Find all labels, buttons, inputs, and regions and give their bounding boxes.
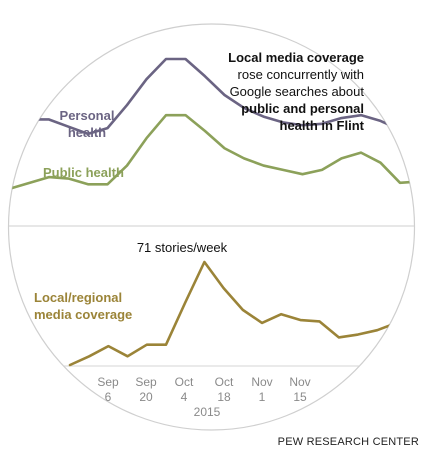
x-tick-day-0: 6 [105,390,112,404]
annotation-line-2: rose concurrently with [238,67,364,82]
series-line-1 [8,113,415,190]
annotation-line-4: public and personal [241,101,364,116]
series-label-media-coverage: Local/regional media coverage [34,290,132,322]
series-label-media-line2: media coverage [34,307,132,322]
x-tick-month-5: Nov [289,375,310,389]
year-label: 2015 [194,405,221,419]
series-label-personal-health: Personal health [60,108,115,140]
series-line-0 [8,57,415,136]
x-tick-month-4: Nov [251,375,272,389]
annotation-line-1: Local media coverage [228,50,364,65]
series-line-2 [68,260,415,367]
series-label-personal-line2: health [68,125,106,140]
annotation-line-3: Google searches about [230,84,365,99]
annotation-line-5: health in Flint [280,118,365,133]
x-tick-month-0: Sep [97,375,119,389]
x-tick-month-1: Sep [135,375,157,389]
x-tick-month-3: Oct [215,375,234,389]
x-tick-day-1: 20 [139,390,153,404]
x-tick-day-3: 18 [217,390,231,404]
series-label-media-line1: Local/regional [34,290,122,305]
series-label-personal-line1: Personal [60,108,115,123]
annotation: Local media coverage rose concurrently w… [228,50,365,133]
peak-label: 71 stories/week [137,240,228,255]
x-tick-day-4: 1 [259,390,266,404]
source-credit: PEW RESEARCH CENTER [278,436,419,448]
x-tick-day-5: 15 [293,390,307,404]
x-tick-day-2: 4 [181,390,188,404]
x-tick-month-2: Oct [175,375,194,389]
series-label-public-health: Public health [43,165,124,180]
